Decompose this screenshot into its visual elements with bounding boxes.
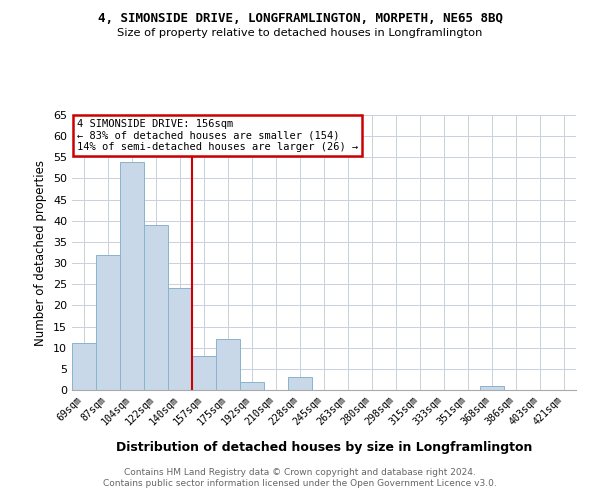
Bar bbox=[96, 254, 120, 390]
Text: Size of property relative to detached houses in Longframlington: Size of property relative to detached ho… bbox=[118, 28, 482, 38]
Text: 4 SIMONSIDE DRIVE: 156sqm
← 83% of detached houses are smaller (154)
14% of semi: 4 SIMONSIDE DRIVE: 156sqm ← 83% of detac… bbox=[77, 119, 358, 152]
Bar bbox=[216, 339, 240, 390]
X-axis label: Distribution of detached houses by size in Longframlington: Distribution of detached houses by size … bbox=[116, 442, 532, 454]
Y-axis label: Number of detached properties: Number of detached properties bbox=[34, 160, 47, 346]
Bar bbox=[192, 356, 216, 390]
Bar bbox=[240, 382, 264, 390]
Text: 4, SIMONSIDE DRIVE, LONGFRAMLINGTON, MORPETH, NE65 8BQ: 4, SIMONSIDE DRIVE, LONGFRAMLINGTON, MOR… bbox=[97, 12, 503, 26]
Bar bbox=[288, 378, 312, 390]
Bar bbox=[72, 344, 96, 390]
Bar bbox=[480, 386, 504, 390]
Bar bbox=[120, 162, 144, 390]
Text: Contains HM Land Registry data © Crown copyright and database right 2024.
Contai: Contains HM Land Registry data © Crown c… bbox=[103, 468, 497, 487]
Bar bbox=[168, 288, 192, 390]
Bar bbox=[144, 225, 168, 390]
